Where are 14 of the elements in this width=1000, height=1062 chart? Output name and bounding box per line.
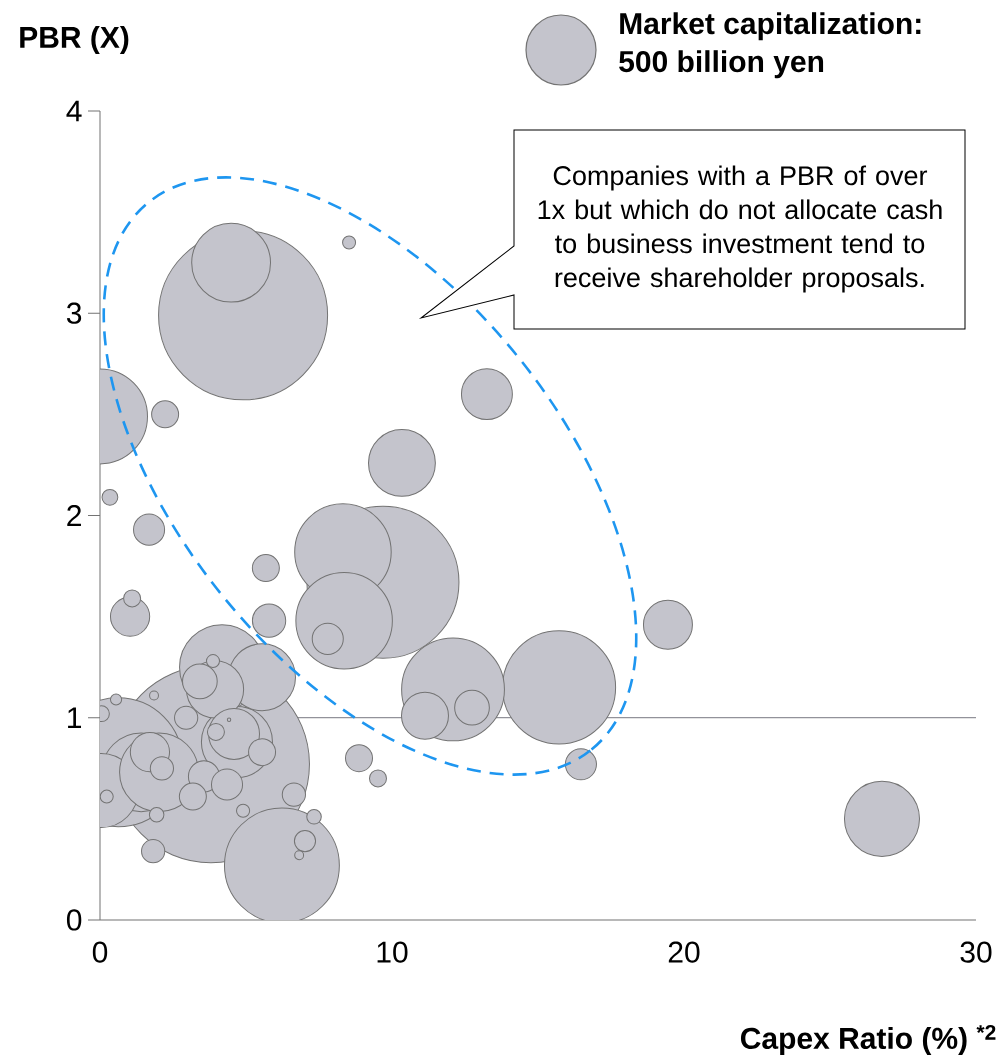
x-tick-label: 10 (377, 941, 408, 963)
y-tick-label: 1 (68, 707, 82, 729)
x-tick-label: 30 (960, 941, 992, 963)
x-tick-label: 20 (668, 941, 700, 963)
y-axis-title: PBR (X) (20, 26, 129, 54)
legend-title: Market capitalization: (620, 12, 921, 41)
y-tick-label: 0 (66, 909, 82, 931)
y-tick-label: 3 (66, 302, 82, 324)
y-tick-label: 4 (66, 100, 82, 122)
legend-label: 500 billion yen (619, 50, 824, 79)
y-tick-label: 2 (67, 505, 81, 526)
x-tick-label: 0 (92, 941, 108, 963)
annotation: Companies with a PBR of over 1x but which do not allocate cash to business investment tend to receive shareholder proposals. (538, 165, 942, 293)
x-axis-title: Capex Ratio (%) $^{*2}$ (740, 1025, 996, 1055)
